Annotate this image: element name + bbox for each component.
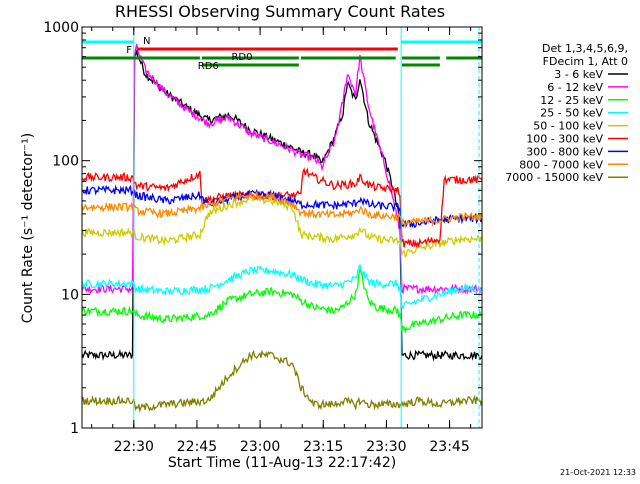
legend-label-4: 50 - 100 keV [533,120,603,133]
series-line-2 [82,267,482,335]
legend-label-3: 25 - 50 keV [540,107,603,120]
series-line-6 [82,184,482,229]
y-tick-label-3: 1000 [43,20,79,36]
x-tick-label-2: 23:00 [240,439,280,455]
series-line-1 [82,43,482,296]
flag-label-rd6: RD6 [198,61,219,72]
x-tick-label-1: 22:45 [177,439,217,455]
x-tick-label-0: 22:30 [114,439,154,455]
series-line-7 [82,191,482,230]
legend-header-1: FDecim 1, Att 0 [543,55,628,68]
legend-label-1: 6 - 12 keV [547,81,603,94]
y-tick-label-0: 1 [70,421,79,437]
legend-label-2: 12 - 25 keV [540,94,603,107]
flag-label-n: N [143,36,150,47]
series-line-8 [82,349,482,413]
legend-label-0: 3 - 6 keV [554,68,603,81]
legend-header-0: Det 1,3,4,5,6,9, [542,42,628,55]
x-tick-label-3: 23:15 [303,439,343,455]
y-tick-label-2: 100 [52,154,79,170]
x-axis-label: Start Time (11-Aug-13 22:17:42) [168,455,396,471]
legend-label-7: 800 - 7000 keV [519,158,603,171]
legend-label-5: 100 - 300 keV [526,133,603,146]
flag-label-f: F [126,45,132,56]
x-tick-label-5: 23:45 [429,439,469,455]
x-tick-label-4: 23:30 [366,439,406,455]
date-stamp: 21-Oct-2021 12:33 [560,468,636,477]
y-axis-label: Count Rate (s⁻¹ detector⁻¹) [20,133,36,323]
series-line-0 [82,50,482,362]
series-line-3 [82,264,482,310]
y-tick-label-1: 10 [61,287,79,303]
legend-label-6: 300 - 800 keV [526,145,603,158]
flag-label-rd0: RD0 [231,52,252,63]
plot-frame [81,26,483,429]
chart-title: RHESSI Observing Summary Count Rates [115,2,445,21]
legend-label-8: 7000 - 15000 keV [505,171,603,184]
